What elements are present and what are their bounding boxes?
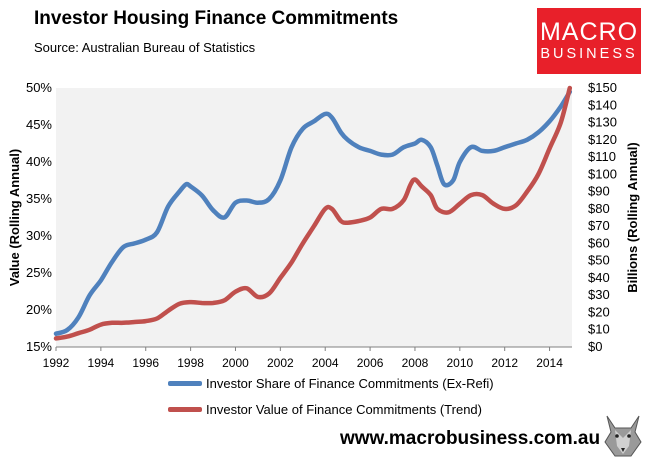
logo-line-1: MACRO: [539, 18, 639, 46]
y-tick-label-right: $30: [588, 287, 610, 302]
y-tick-label-left: 25%: [26, 265, 52, 280]
x-tick-label: 2012: [491, 356, 518, 370]
x-tick-label: 1998: [177, 356, 204, 370]
y-tick-label-left: 45%: [26, 117, 52, 132]
legend-label-share: Investor Share of Finance Commitments (E…: [206, 375, 494, 391]
macrobusiness-logo: MACRO BUSINESS: [537, 8, 641, 74]
plot-area: [56, 88, 572, 347]
y-tick-label-right: $20: [588, 304, 610, 319]
legend-swatch-share: [168, 380, 202, 386]
wolf-logo-icon: [601, 412, 645, 460]
y-tick-label-right: $80: [588, 201, 610, 216]
y-tick-label-left: 50%: [26, 80, 52, 95]
x-tick-label: 2004: [312, 356, 339, 370]
y-tick-label-left: 20%: [26, 302, 52, 317]
chart-title: Investor Housing Finance Commitments: [34, 8, 399, 29]
y-tick-label-right: $140: [588, 97, 617, 112]
x-tick-label: 1992: [43, 356, 70, 370]
legend-item-value: Investor Value of Finance Commitments (T…: [168, 398, 494, 420]
y-tick-label-right: $120: [588, 132, 617, 147]
legend-label-value: Investor Value of Finance Commitments (T…: [206, 401, 482, 417]
chart-legend: Investor Share of Finance Commitments (E…: [168, 372, 494, 424]
x-tick-label: 2014: [536, 356, 563, 370]
y-tick-label-right: $100: [588, 166, 617, 181]
y-tick-label-left: 30%: [26, 228, 52, 243]
y-tick-label-right: $150: [588, 80, 617, 95]
chart-source: Source: Australian Bureau of Statistics: [34, 40, 256, 55]
logo-line-2: BUSINESS: [540, 46, 638, 62]
y-tick-label-right: $90: [588, 184, 610, 199]
series-line-investor-value: [53, 85, 573, 341]
y-axis-title-left: Value (Rolling Annual): [7, 149, 22, 286]
x-tick-label: 2002: [267, 356, 294, 370]
x-tick-label: 1994: [88, 356, 115, 370]
legend-swatch-value: [168, 406, 202, 412]
x-tick-label: 2000: [222, 356, 249, 370]
x-tick-label: 1996: [132, 356, 159, 370]
y-tick-label-left: 40%: [26, 154, 52, 169]
y-tick-label-right: $10: [588, 322, 610, 337]
y-tick-label-right: $50: [588, 253, 610, 268]
website-url: www.macrobusiness.com.au: [340, 428, 601, 449]
series-line-investor-share: [53, 89, 573, 336]
x-tick-label: 2010: [446, 356, 473, 370]
y-tick-label-right: $130: [588, 115, 617, 130]
x-tick-label: 2008: [402, 356, 429, 370]
y-axis-title-right: Billions (Rolling Annual): [625, 142, 640, 292]
y-tick-label-right: $110: [588, 149, 616, 164]
y-tick-label-right: $60: [588, 235, 610, 250]
y-tick-label-right: $70: [588, 218, 610, 233]
y-tick-label-right: $0: [588, 339, 602, 354]
legend-item-share: Investor Share of Finance Commitments (E…: [168, 372, 494, 394]
y-tick-label-left: 15%: [26, 339, 52, 354]
y-tick-label-left: 35%: [26, 191, 52, 206]
y-tick-label-right: $40: [588, 270, 610, 285]
x-tick-label: 2006: [357, 356, 384, 370]
